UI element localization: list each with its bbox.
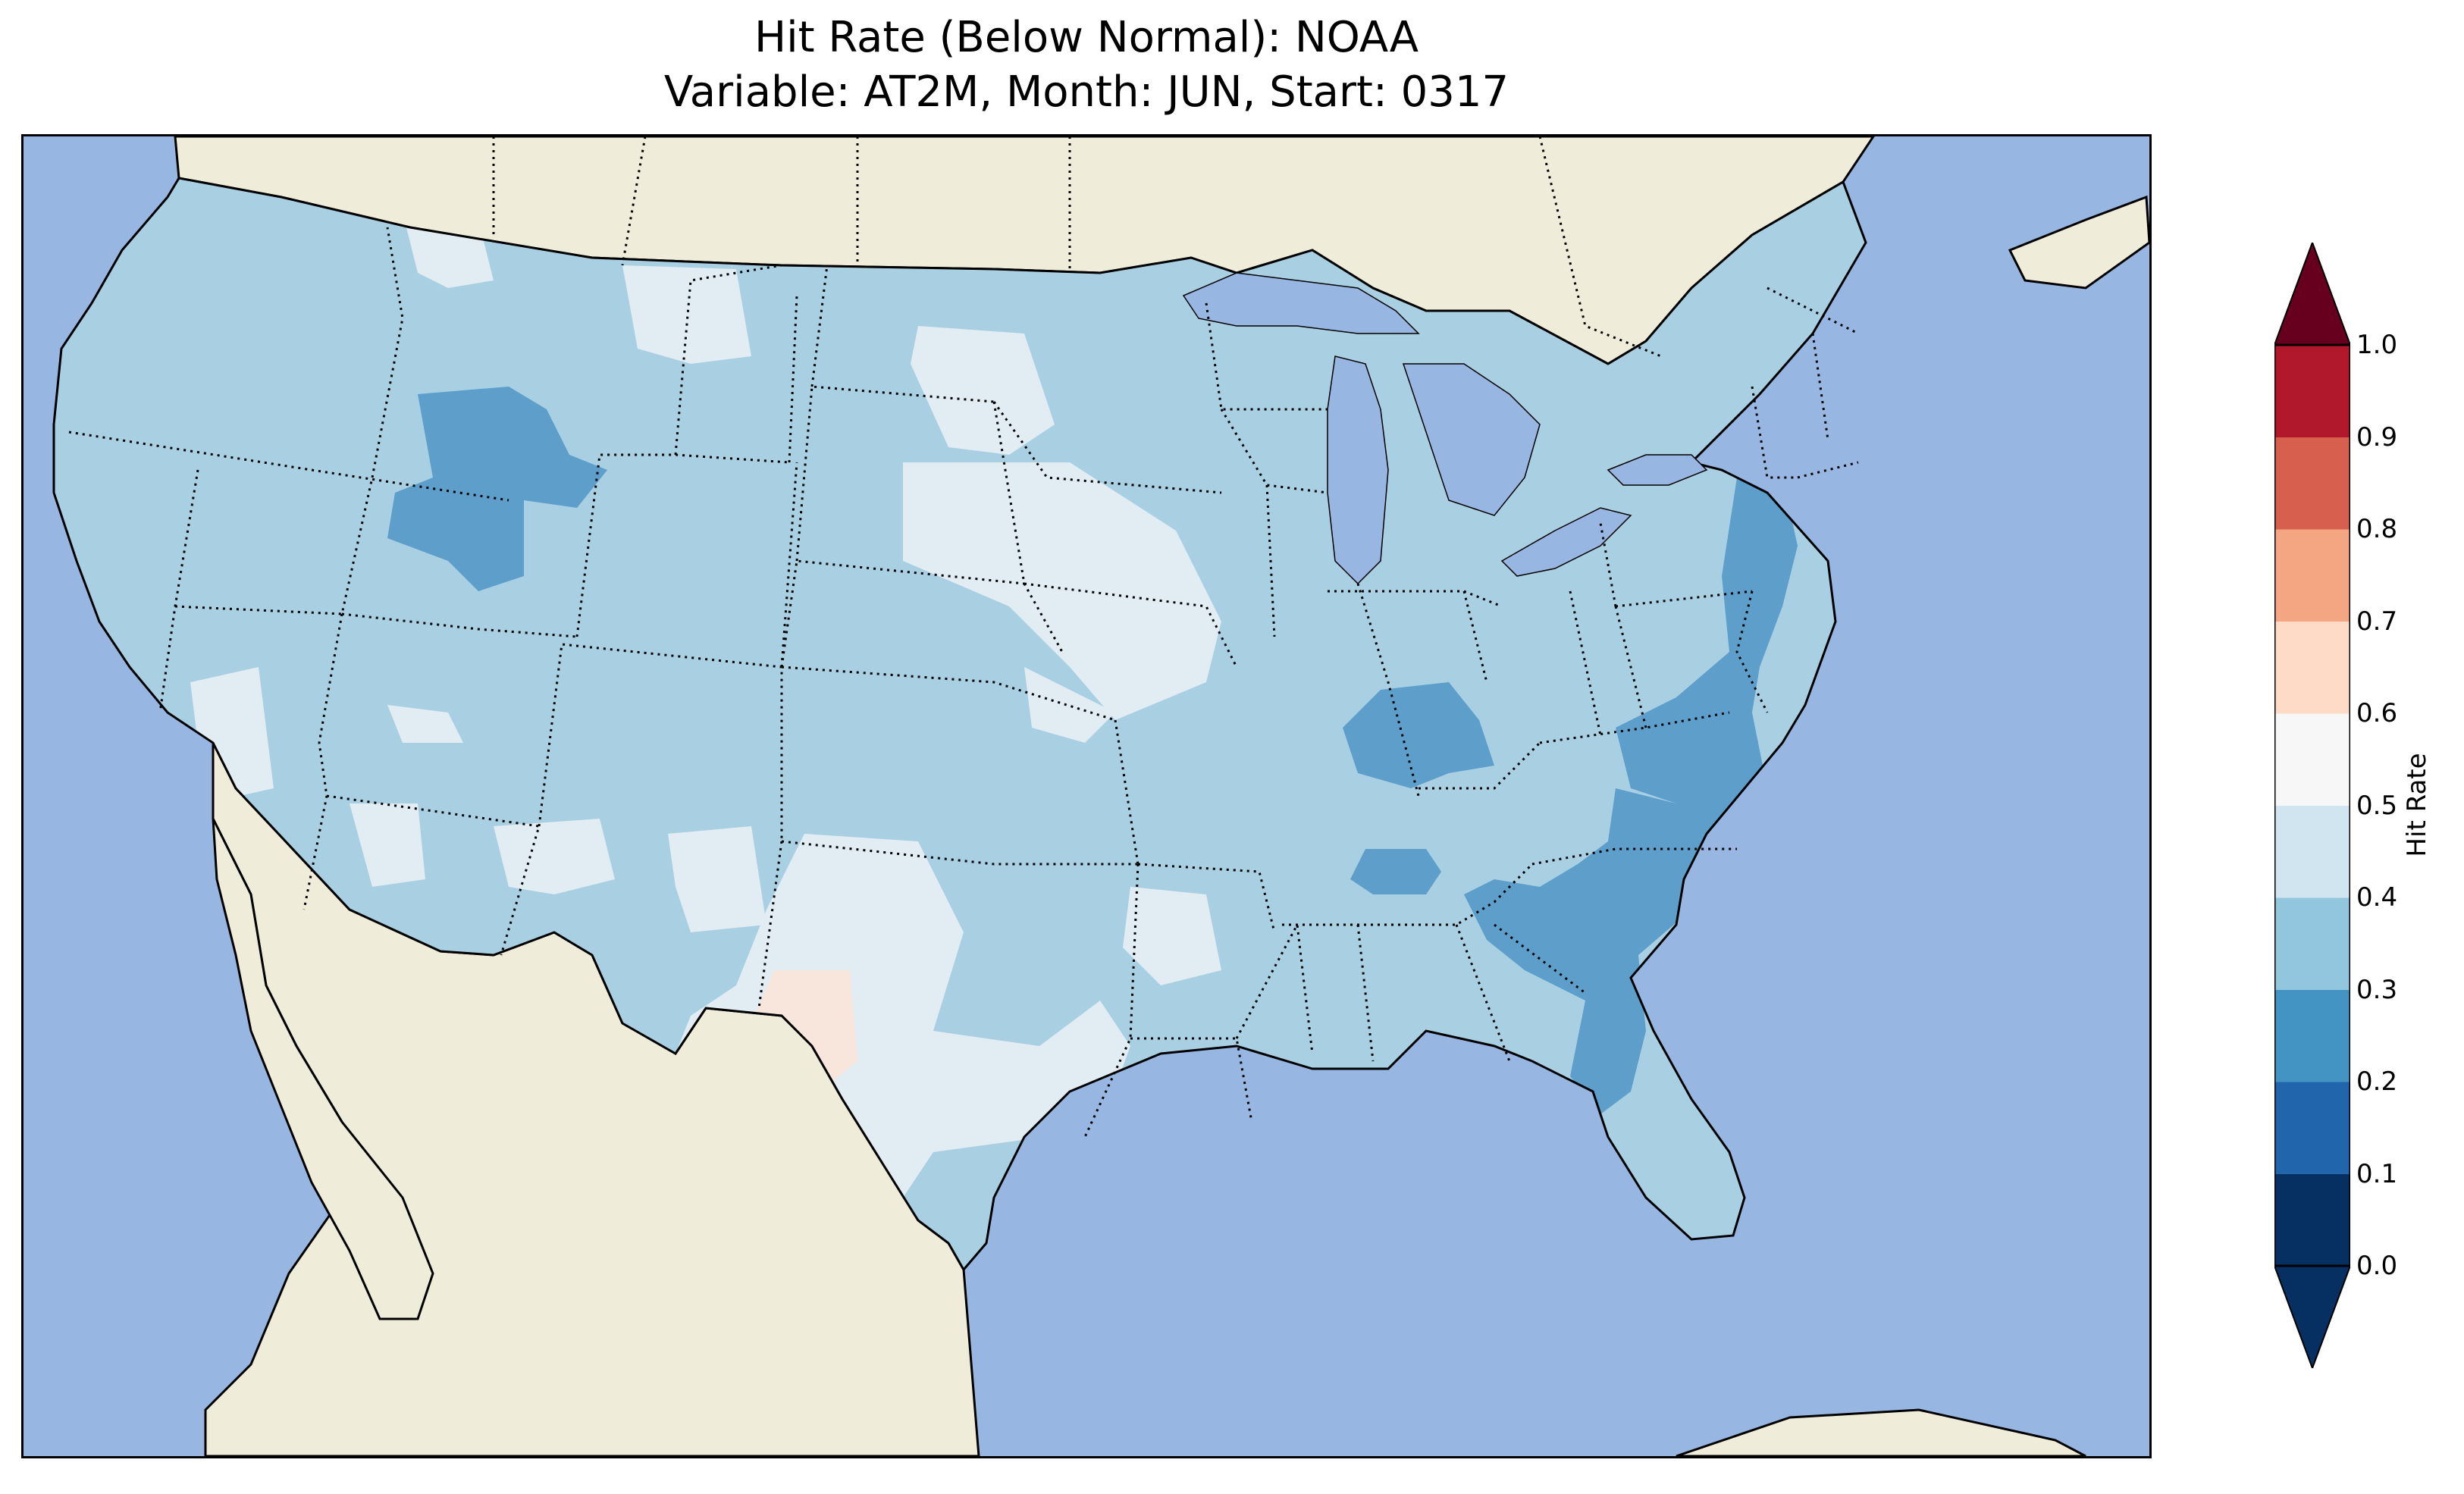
colorbar-tick-label: 0.7	[2356, 606, 2398, 637]
colorbar	[2274, 243, 2350, 1368]
colorbar-tick-label: 0.9	[2356, 421, 2398, 453]
chart-title: Hit Rate (Below Normal): NOAA Variable: …	[21, 11, 2152, 120]
land-masses	[174, 136, 2149, 1456]
colorbar-bin	[2274, 345, 2350, 437]
colorbar-title: Hit Rate	[2402, 753, 2432, 857]
colorbar-under-arrow	[2274, 1265, 2350, 1368]
colorbar-tick-label: 0.3	[2356, 974, 2398, 1005]
lake-superior	[1182, 272, 1420, 334]
field-0.1-0.2	[1782, 758, 1805, 788]
lake-huron	[1402, 363, 1541, 516]
colorbar-tick-label: 1.0	[2356, 330, 2398, 360]
colorbar-tick-label: 0.2	[2356, 1066, 2398, 1097]
colorbar-frame	[2274, 343, 2350, 1267]
lake-michigan	[1327, 355, 1389, 585]
colorbar-bin	[2274, 1173, 2350, 1267]
nova-scotia-land	[2008, 195, 2149, 290]
map-panel	[21, 134, 2152, 1458]
canada-province-borders	[492, 136, 1859, 358]
colorbar-bin	[2274, 1082, 2350, 1174]
colorbar-tick-label: 0.8	[2356, 514, 2398, 544]
colorbar-bin	[2274, 437, 2350, 530]
colorbar-bin	[2274, 989, 2350, 1082]
colorbar-tick-label: 0.4	[2356, 882, 2398, 913]
title-line-1: Hit Rate (Below Normal): NOAA	[754, 13, 1419, 62]
great-lakes	[1182, 272, 1708, 585]
colorbar-over-arrow	[2274, 243, 2350, 346]
map-svg	[52, 136, 2149, 1456]
lake-erie	[1500, 507, 1632, 577]
colorbar-bin	[2274, 897, 2350, 990]
colorbar-bin	[2274, 805, 2350, 898]
colorbar-bin	[2274, 529, 2350, 622]
state-borders	[68, 227, 1859, 1138]
lake-ontario	[1607, 454, 1708, 486]
colorbar-tick-label: 0.5	[2356, 790, 2398, 821]
colorbar-bin	[2274, 713, 2350, 806]
colorbar-tick-label: 0.1	[2356, 1158, 2398, 1189]
colorbar-tick-label: 0.0	[2356, 1251, 2398, 1281]
colorbar-tick-label: 0.6	[2356, 698, 2398, 728]
cuba-land	[1676, 1408, 2086, 1456]
baja-california-land	[212, 818, 434, 1320]
colorbar-bin	[2274, 621, 2350, 714]
title-line-2: Variable: AT2M, Month: JUN, Start: 0317	[663, 67, 1509, 117]
